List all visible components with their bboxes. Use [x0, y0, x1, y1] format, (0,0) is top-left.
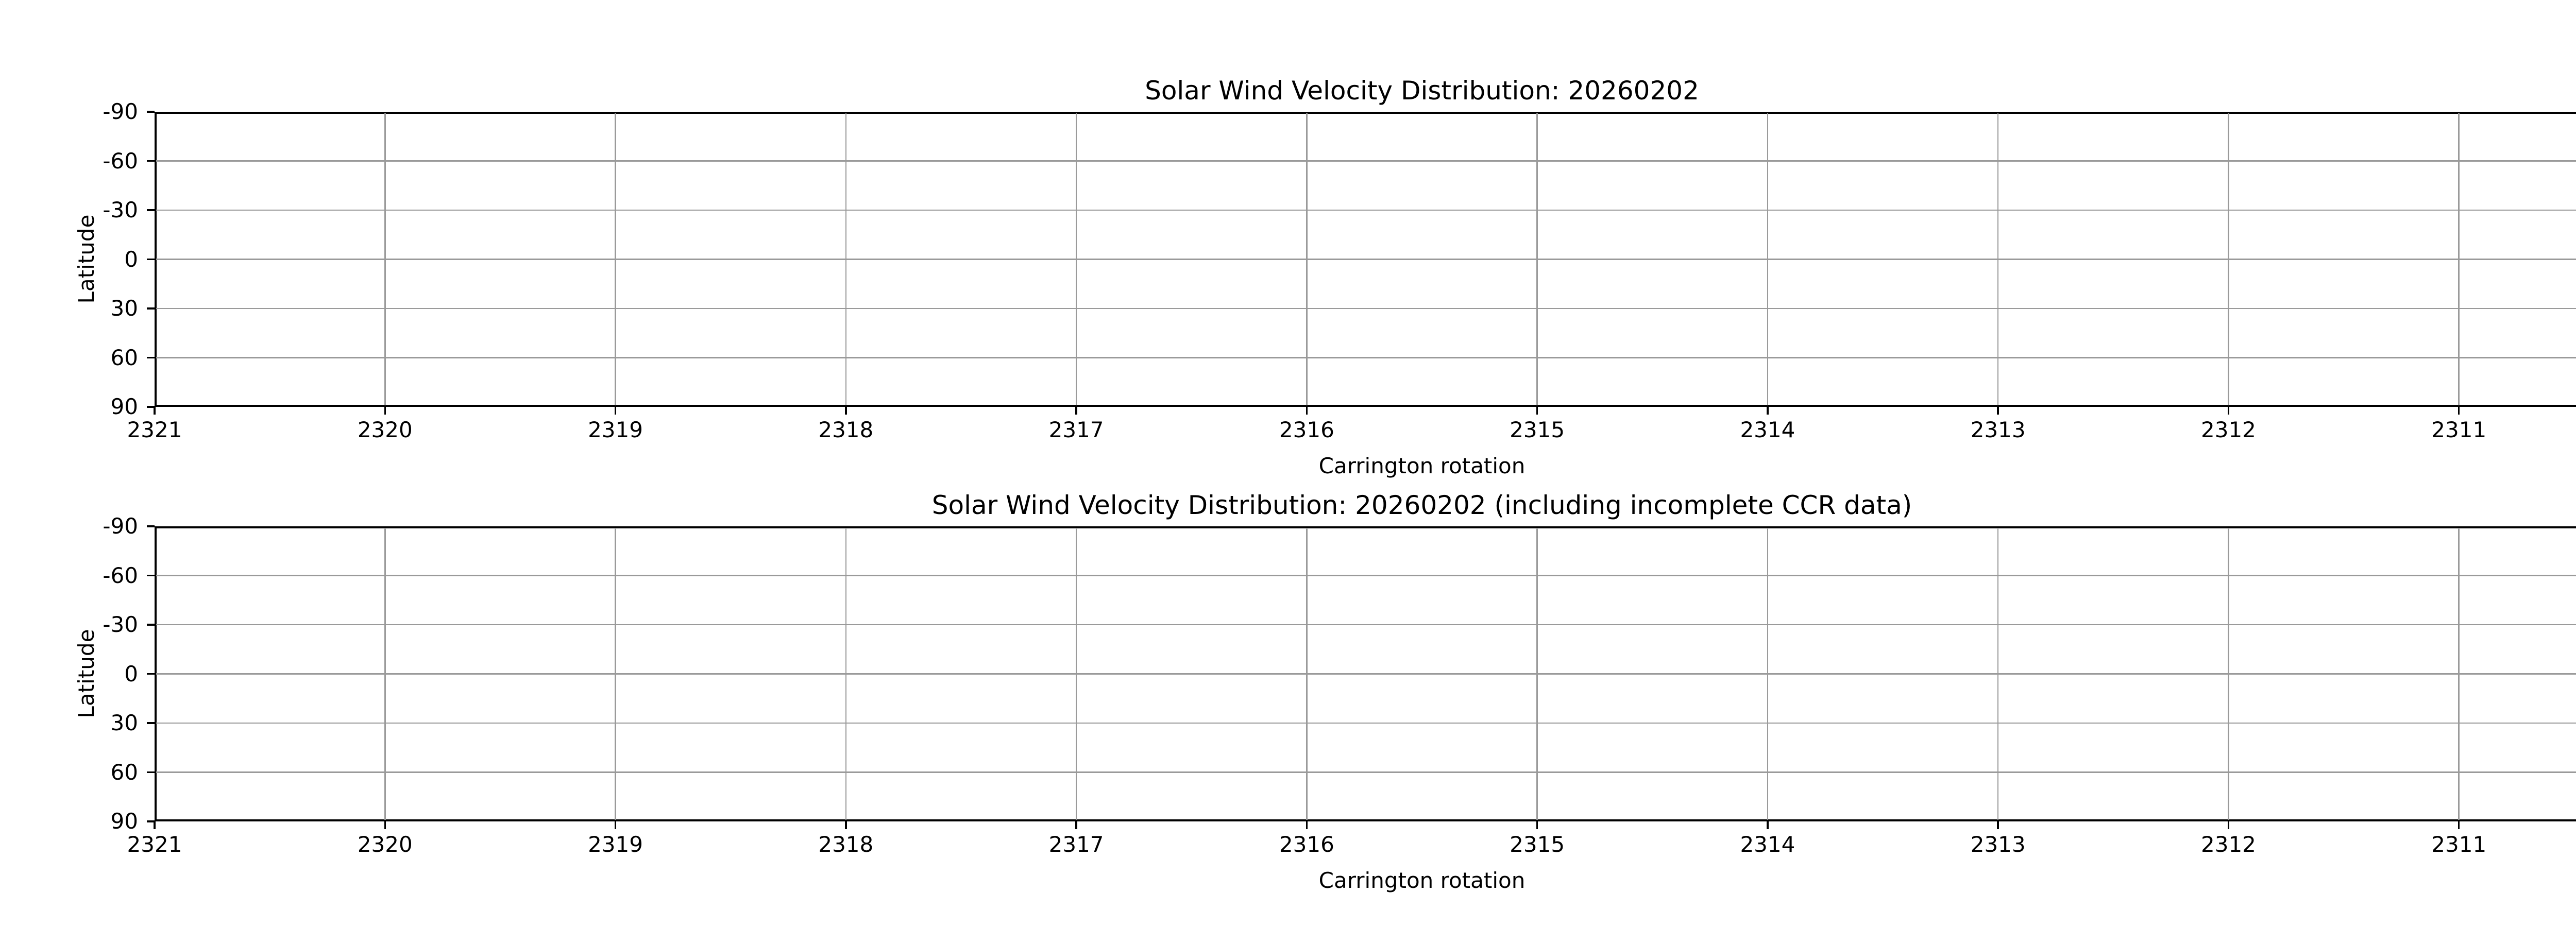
x-tick-mark: [384, 407, 386, 415]
y-tick-mark: [147, 820, 155, 822]
y-tick-label: -90: [103, 99, 138, 124]
x-tick-mark: [1075, 821, 1077, 829]
top-plot-title: Solar Wind Velocity Distribution: 202602…: [1145, 76, 1699, 106]
x-tick-label: 2313: [1970, 417, 2026, 442]
x-tick-label: 2316: [1279, 832, 1334, 857]
y-tick-label: 90: [110, 809, 138, 834]
y-tick-mark: [147, 160, 155, 162]
bottom-plot-title: Solar Wind Velocity Distribution: 202602…: [931, 490, 1912, 520]
x-tick-label: 2314: [1740, 832, 1795, 857]
y-tick-label: 60: [110, 759, 138, 785]
x-tick-mark: [1997, 821, 1999, 829]
y-tick-mark: [147, 406, 155, 408]
x-tick-mark: [1767, 821, 1769, 829]
y-tick-label: 0: [124, 661, 138, 686]
x-tick-mark: [1767, 407, 1769, 415]
y-tick-mark: [147, 771, 155, 774]
x-tick-label: 2320: [357, 832, 413, 857]
y-gridline: [156, 357, 2576, 358]
y-tick-mark: [147, 209, 155, 211]
y-tick-label: -90: [103, 513, 138, 539]
y-tick-label: -30: [103, 612, 138, 637]
y-tick-mark: [147, 307, 155, 310]
y-tick-mark: [147, 258, 155, 261]
y-gridline: [156, 259, 2576, 260]
y-tick-label: 0: [124, 246, 138, 272]
x-tick-label: 2319: [588, 832, 643, 857]
x-tick-label: 2313: [1970, 832, 2026, 857]
x-tick-label: 2315: [1510, 832, 1565, 857]
x-tick-mark: [1536, 821, 1538, 829]
x-tick-label: 2318: [818, 417, 874, 442]
y-gridline: [156, 722, 2576, 724]
x-tick-mark: [2458, 821, 2460, 829]
y-tick-mark: [147, 673, 155, 675]
y-gridline: [156, 160, 2576, 162]
x-tick-mark: [154, 407, 156, 415]
bottom-plot-x-axis-label: Carrington rotation: [1318, 868, 1526, 893]
x-tick-mark: [1536, 407, 1538, 415]
y-tick-mark: [147, 624, 155, 626]
x-tick-mark: [614, 407, 617, 415]
x-tick-mark: [614, 821, 617, 829]
y-tick-label: 30: [110, 710, 138, 735]
y-gridline: [156, 673, 2576, 675]
y-gridline: [156, 624, 2576, 626]
x-tick-mark: [845, 821, 847, 829]
y-tick-label: 30: [110, 296, 138, 321]
x-tick-label: 2318: [818, 832, 874, 857]
y-tick-label: 90: [110, 394, 138, 419]
y-gridline: [156, 575, 2576, 576]
x-tick-mark: [2458, 407, 2460, 415]
x-tick-label: 2311: [2431, 832, 2487, 857]
x-tick-mark: [1306, 407, 1308, 415]
x-tick-label: 2317: [1048, 417, 1104, 442]
x-tick-mark: [1075, 407, 1077, 415]
y-tick-label: -60: [103, 148, 138, 174]
y-tick-mark: [147, 356, 155, 359]
y-gridline: [156, 209, 2576, 211]
y-tick-label: -30: [103, 197, 138, 222]
x-tick-label: 2321: [127, 832, 182, 857]
y-gridline: [156, 307, 2576, 310]
y-tick-mark: [147, 525, 155, 527]
x-tick-label: 2312: [2201, 417, 2256, 442]
y-tick-label: -60: [103, 562, 138, 588]
y-tick-mark: [147, 111, 155, 113]
x-tick-label: 2314: [1740, 417, 1795, 442]
x-tick-label: 2320: [357, 417, 413, 442]
x-tick-label: 2312: [2201, 832, 2256, 857]
x-tick-mark: [1306, 821, 1308, 829]
x-tick-mark: [384, 821, 386, 829]
x-tick-mark: [2227, 407, 2230, 415]
x-tick-label: 2311: [2431, 417, 2487, 442]
x-tick-mark: [154, 821, 156, 829]
x-tick-label: 2317: [1048, 832, 1104, 857]
x-tick-label: 2319: [588, 417, 643, 442]
top-plot-x-axis-label: Carrington rotation: [1318, 453, 1526, 478]
y-tick-label: 60: [110, 345, 138, 370]
x-tick-mark: [2227, 821, 2230, 829]
y-tick-mark: [147, 722, 155, 724]
y-tick-mark: [147, 574, 155, 577]
x-tick-label: 2316: [1279, 417, 1334, 442]
x-tick-label: 2315: [1510, 417, 1565, 442]
y-gridline: [156, 771, 2576, 773]
x-tick-label: 2321: [127, 417, 182, 442]
x-tick-mark: [1997, 407, 1999, 415]
x-tick-mark: [845, 407, 847, 415]
